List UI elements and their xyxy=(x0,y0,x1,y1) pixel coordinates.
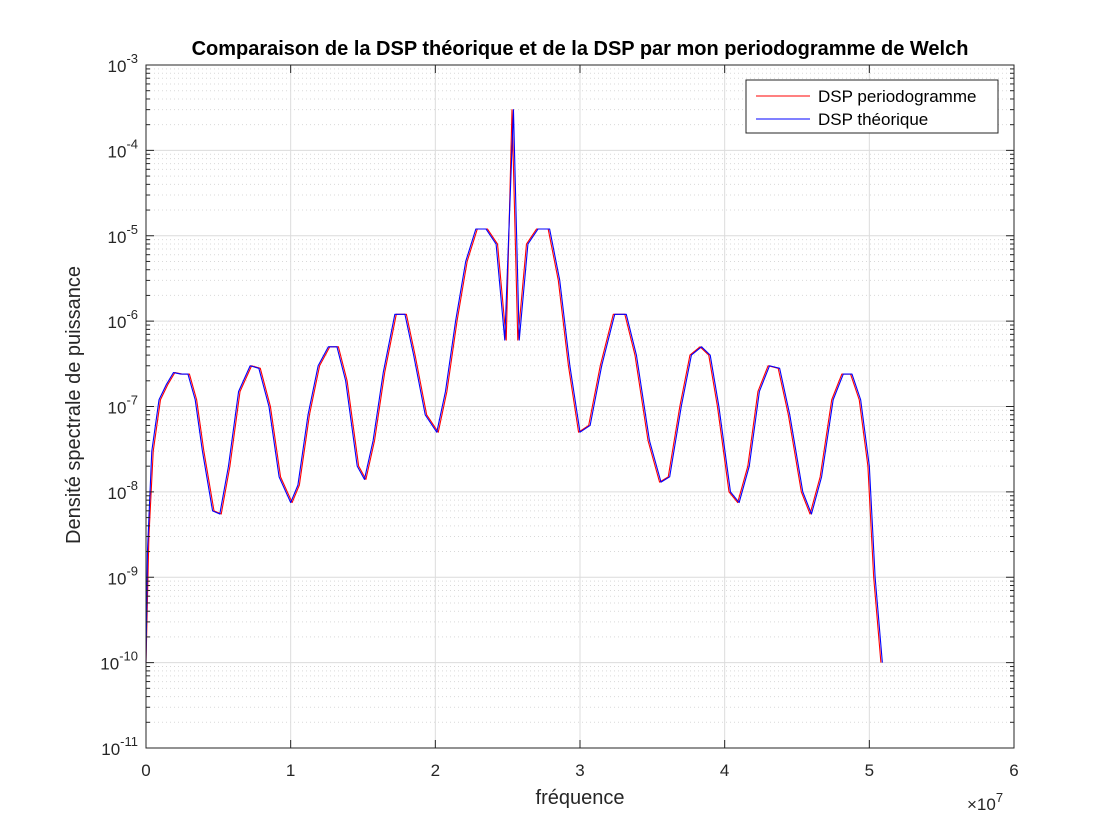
y-tick-base: 10 xyxy=(108,313,127,332)
y-tick-exponent: -5 xyxy=(126,222,138,237)
y-axis-label: Densité spectrale de puissance xyxy=(63,266,85,544)
y-tick-label: 10-3 xyxy=(108,51,138,76)
chart-title: Comparaison de la DSP théorique et de la… xyxy=(192,38,969,60)
y-tick-label: 10-4 xyxy=(108,136,138,161)
x-tick-label: 5 xyxy=(865,761,874,780)
x-tick-label: 3 xyxy=(575,761,584,780)
legend-box xyxy=(745,79,999,134)
y-tick-label: 10-11 xyxy=(101,734,138,759)
y-tick-base: 10 xyxy=(108,399,127,418)
y-tick-base: 10 xyxy=(100,655,119,674)
y-tick-label: 10-10 xyxy=(100,649,138,674)
x-multiplier: ×107 xyxy=(967,790,1003,814)
y-tick-exponent: -3 xyxy=(126,51,138,66)
y-tick-exponent: -4 xyxy=(126,136,138,151)
y-tick-exponent: -10 xyxy=(119,649,138,664)
y-tick-base: 10 xyxy=(108,484,127,503)
y-tick-exponent: -8 xyxy=(126,478,138,493)
series-layer xyxy=(145,109,883,663)
grid-layer xyxy=(145,64,1015,749)
legend-label-periodogramme: DSP periodogramme xyxy=(818,87,976,106)
y-tick-base: 10 xyxy=(108,228,127,247)
y-tick-base: 10 xyxy=(108,57,127,76)
y-tick-label: 10-7 xyxy=(108,393,138,418)
x-multiplier-base: ×10 xyxy=(967,795,996,814)
y-tick-label: 10-8 xyxy=(108,478,138,503)
legend: DSP periodogramme DSP théorique xyxy=(745,79,999,134)
x-axis-label: fréquence xyxy=(536,787,625,809)
y-tick-exponent: -6 xyxy=(126,307,138,322)
y-tick-base: 10 xyxy=(108,142,127,161)
series-line-periodogramme xyxy=(145,109,882,663)
x-tick-label: 4 xyxy=(720,761,729,780)
x-tick-label: 1 xyxy=(286,761,295,780)
x-tick-label: 6 xyxy=(1009,761,1018,780)
y-tick-base: 10 xyxy=(108,569,127,588)
y-tick-exponent: -11 xyxy=(120,734,138,749)
y-tick-label: 10-9 xyxy=(108,563,138,588)
series-line-theorique xyxy=(145,109,883,663)
x-tick-label: 0 xyxy=(141,761,150,780)
y-tick-label: 10-6 xyxy=(108,307,138,332)
legend-label-theorique: DSP théorique xyxy=(818,110,928,129)
x-tick-label: 2 xyxy=(431,761,440,780)
y-tick-exponent: -9 xyxy=(126,563,138,578)
x-multiplier-exponent: 7 xyxy=(996,790,1003,805)
y-tick-exponent: -7 xyxy=(126,393,138,408)
y-tick-label: 10-5 xyxy=(108,222,138,247)
y-tick-base: 10 xyxy=(101,740,120,759)
